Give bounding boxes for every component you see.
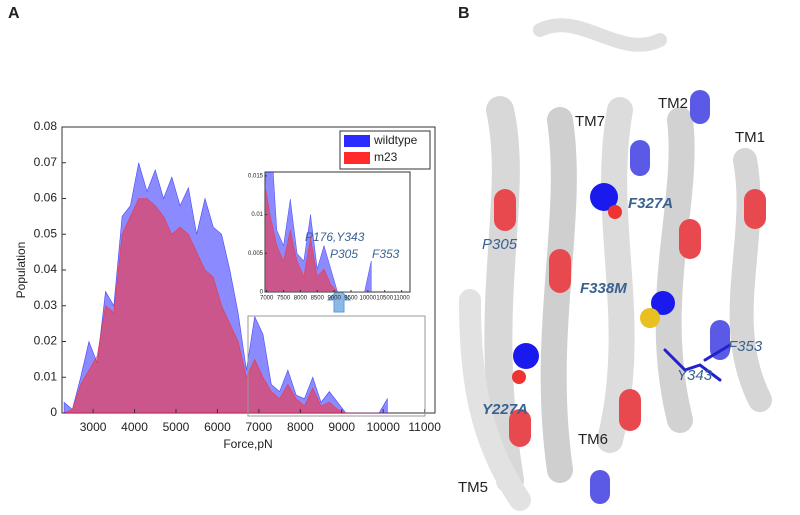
residue-label: P305 [482,236,518,253]
x-tick-label: 3000 [80,420,107,434]
legend-label: m23 [374,150,398,164]
panel-label: A [8,5,20,22]
inset-y-tick-label: 0.01 [251,212,263,218]
inset-y-tick-label: 0.015 [248,173,264,179]
x-axis-label: Force,pN [223,437,272,451]
helix-label: TM1 [735,129,765,146]
x-tick-label: 7000 [246,420,273,434]
helix-label: TM5 [458,479,488,496]
residue-label: F327A [628,195,673,212]
y-tick-label: 0 [50,405,57,419]
inset-x-tick-label: 9000 [327,296,341,302]
x-tick-label: 10000 [367,420,401,434]
residue-label: Y227A [482,401,528,418]
inset-x-tick-label: 7000 [260,296,274,302]
zoom-arrow [326,288,352,313]
y-tick-label: 0.04 [34,262,58,276]
y-tick-label: 0.01 [34,369,58,383]
inset-x-tick-label: 8500 [311,296,325,302]
inset-y-tick-label: 0 [260,290,264,296]
y-axis-label: Population [14,242,28,299]
inset-annotation: F353 [372,247,400,261]
inset-annotation: P305 [330,247,358,261]
inset-x-tick-label: 9500 [344,296,358,302]
y-tick-label: 0.06 [34,191,58,205]
residue-label: F338M [580,280,627,297]
x-tick-label: 11000 [408,420,441,434]
inset-x-tick-label: 7500 [277,296,291,302]
y-tick-label: 0.02 [34,334,58,348]
panel-label: B [458,5,470,22]
y-tick-label: 0.07 [34,155,58,169]
residue-label: F353 [728,338,763,355]
series-group [265,172,372,292]
helix-label: TM6 [578,431,608,448]
inset-annotation: P176,Y343 [305,230,365,244]
helix-label: TM2 [658,95,688,112]
y-tick-label: 0.08 [34,119,58,133]
helix-label: TM7 [575,113,605,130]
x-tick-label: 5000 [163,420,190,434]
legend-swatch [344,152,370,164]
legend-label: wildtype [373,133,418,147]
y-tick-label: 0.03 [34,298,58,312]
area [63,198,388,413]
series-group [63,162,388,413]
x-tick-label: 6000 [204,420,231,434]
inset-x-tick-label: 11000 [393,296,410,302]
inset-x-tick-label: 10000 [360,296,377,302]
x-tick-label: 4000 [121,420,148,434]
inset-y-tick-label: 0.005 [248,251,264,257]
area [265,184,372,292]
y-tick-label: 0.05 [34,226,58,240]
protein-structure [459,18,772,511]
residue-label: Y343 [677,367,713,384]
zoom-box [247,315,426,417]
legend-swatch [344,135,370,147]
inset-x-tick-label: 8000 [294,296,308,302]
x-tick-label: 9000 [328,420,355,434]
x-tick-label: 8000 [287,420,314,434]
inset-x-tick-label: 10500 [376,296,393,302]
